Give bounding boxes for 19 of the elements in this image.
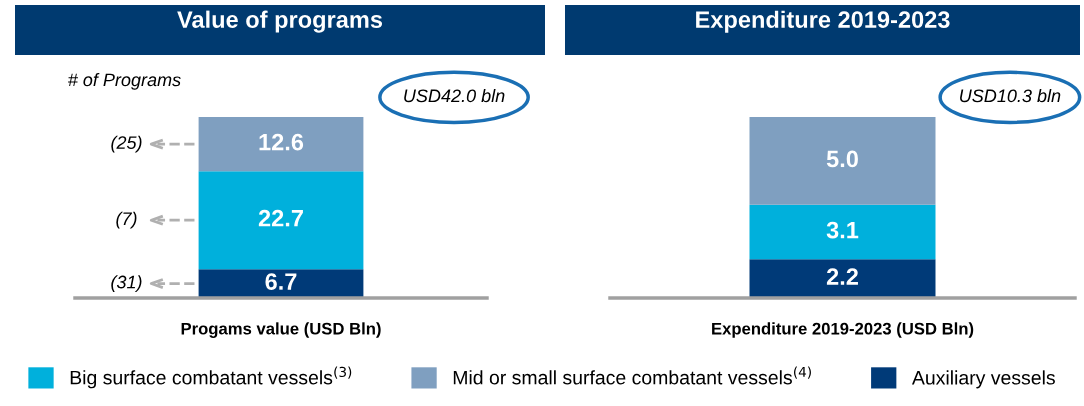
data-label: 22.7 bbox=[258, 209, 303, 227]
text: (31) bbox=[111, 275, 142, 292]
legend-label: Auxiliary vessels bbox=[911, 370, 1055, 389]
data-label: 5.0 bbox=[826, 150, 858, 168]
data-label: 2.2 bbox=[826, 268, 858, 285]
text: # of Programs bbox=[68, 72, 181, 90]
legend-label: Mid or small surface combatant vessels$^{(4)}$ bbox=[453, 366, 811, 385]
legend-label: Big surface combatant vessels$^{(3)}$ bbox=[70, 366, 352, 389]
x-axis-title: Progams value (USD Bln) bbox=[181, 322, 381, 338]
text: USD10.3 bln bbox=[960, 88, 1061, 103]
x-axis-title: Expenditure 2019-2023 (USD Bln) bbox=[712, 322, 974, 338]
data-label: 6.7 bbox=[265, 273, 297, 290]
text: (7) bbox=[116, 211, 137, 229]
chart-title: Value of programs bbox=[177, 10, 383, 33]
data-label: 12.6 bbox=[259, 133, 304, 151]
data-label: 3.1 bbox=[826, 221, 859, 239]
chart-title: Expenditure 2019-2023 bbox=[696, 10, 950, 33]
text: (25) bbox=[111, 135, 142, 153]
text: USD42.0 bln bbox=[404, 88, 505, 103]
